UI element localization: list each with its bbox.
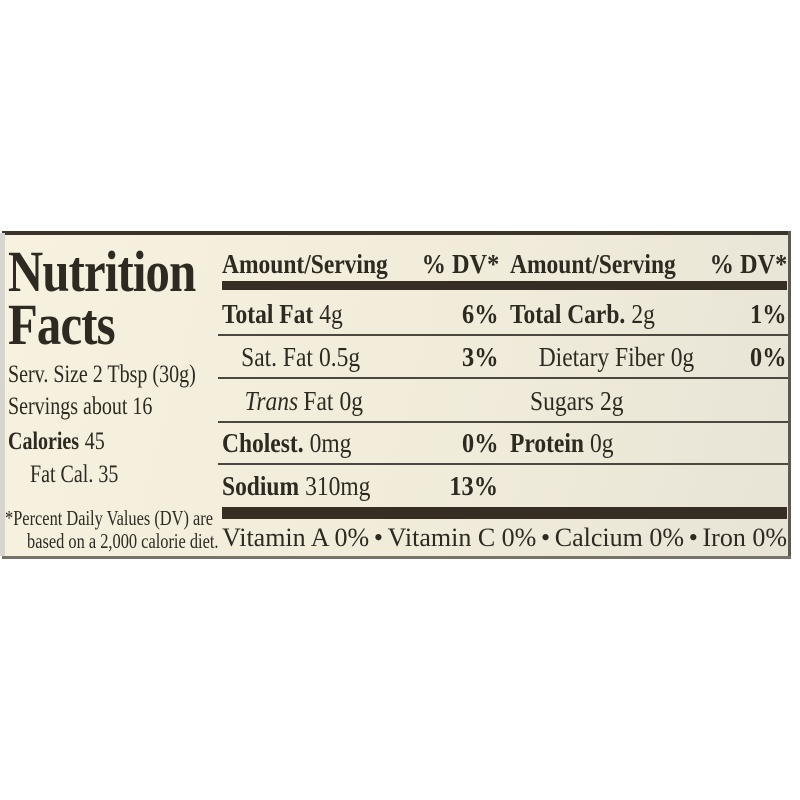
row-total-carb: Total Carb. 2g 1%	[510, 299, 786, 330]
header-percent-dv: % DV*	[709, 249, 787, 279]
row-protein: Protein 0g	[510, 428, 786, 459]
row-divider-3	[218, 421, 788, 423]
title-line-1: Nutrition	[8, 239, 196, 304]
nutrient-amount: 0mg	[309, 428, 352, 458]
title-line-2: Facts	[8, 292, 116, 357]
nutrient-dv: 1%	[749, 299, 786, 329]
fat-calories: Fat Cal. 35	[30, 461, 119, 488]
row-divider-4	[218, 463, 788, 465]
nutrient-amount: 4g	[319, 299, 343, 329]
row-divider-1	[218, 334, 788, 336]
nutrient-name: Sugars	[530, 386, 594, 416]
nutrient-dv: 0%	[461, 428, 498, 458]
nutrient-dv: 3%	[461, 342, 498, 372]
label-border-top	[2, 231, 791, 235]
serving-size: Serv. Size 2 Tbsp (30g)	[8, 361, 196, 388]
nutrient-name: Sodium	[222, 471, 300, 501]
row-sat-fat: Sat. Fat 0.5g 3%	[222, 342, 498, 373]
bullet-separator: •	[688, 523, 698, 552]
header-percent-dv: % DV*	[421, 249, 499, 279]
header-amount-serving: Amount/Serving	[510, 249, 676, 279]
calcium: Calcium 0%	[554, 523, 685, 552]
iron: Iron 0%	[702, 523, 787, 552]
nutrient-dv: 13%	[449, 471, 498, 501]
nutrient-name: Dietary Fiber	[538, 342, 665, 372]
vitamin-a: Vitamin A 0%	[222, 523, 370, 552]
row-sodium: Sodium 310mg 13%	[222, 471, 498, 502]
row-cholesterol: Cholest. 0mg 0%	[222, 428, 498, 459]
nutrient-amount: 0g	[339, 386, 363, 416]
header-amount-serving: Amount/Serving	[222, 249, 388, 279]
nutrient-amount: 310mg	[305, 471, 371, 501]
nutrient-name-italic: Trans	[244, 386, 299, 416]
nutrient-dv: 6%	[461, 299, 498, 329]
vitamins-divider-bar	[222, 507, 787, 519]
nutrient-amount: 2g	[631, 299, 655, 329]
servings-count: Servings about 16	[8, 393, 153, 420]
row-trans-fat: Trans Fat 0g	[222, 386, 498, 417]
nutrient-name: Sat. Fat	[241, 342, 313, 372]
nutrient-amount: 0g	[590, 428, 614, 458]
bullet-separator: •	[541, 523, 551, 552]
row-sugars: Sugars 2g	[510, 386, 786, 417]
vitamins-minerals-line: Vitamin A 0% • Vitamin C 0% • Calcium 0%…	[222, 523, 787, 553]
header-divider-bar	[222, 281, 787, 290]
vitamin-c: Vitamin C 0%	[387, 523, 537, 552]
nutrient-amount: 0g	[670, 342, 695, 372]
nutrient-amount: 0.5g	[319, 342, 361, 372]
nutrient-name: Cholest.	[222, 428, 304, 458]
bullet-separator: •	[373, 523, 383, 552]
nutrient-name: Total Fat	[222, 299, 314, 329]
row-dietary-fiber: Dietary Fiber 0g 0%	[510, 342, 786, 373]
row-total-fat: Total Fat 4g 6%	[222, 299, 498, 330]
footnote-line-1: *Percent Daily Values (DV) are	[5, 506, 214, 530]
nutrient-name: Fat	[303, 386, 334, 416]
calories-line: Calories 45	[8, 427, 105, 457]
row-divider-2	[218, 377, 788, 379]
nutrient-amount: 2g	[600, 386, 624, 416]
label-border-left	[0, 233, 5, 556]
label-border-right	[788, 231, 791, 558]
label-border-bottom	[2, 556, 791, 559]
calories-label: Calories	[8, 428, 80, 455]
nutrient-name: Total Carb.	[510, 299, 626, 329]
nutrient-dv: 0%	[749, 342, 786, 372]
nutrient-name: Protein	[510, 428, 584, 458]
header-left-column: Amount/Serving % DV*	[222, 249, 499, 280]
footnote-line-2: based on a 2,000 calorie diet.	[27, 529, 219, 553]
header-right-column: Amount/Serving % DV*	[510, 249, 787, 280]
calories-value: 45	[84, 428, 105, 455]
